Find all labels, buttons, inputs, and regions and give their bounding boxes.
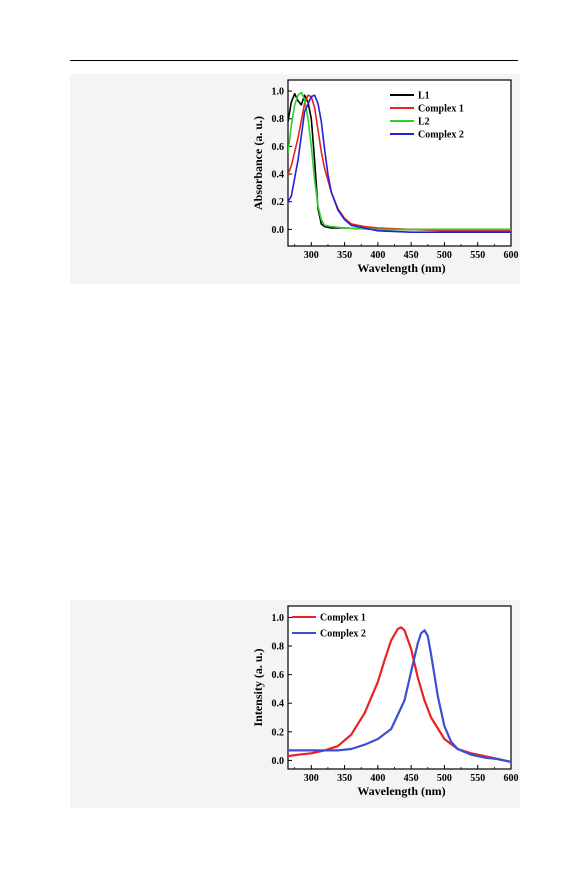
y-tick-label: 0.2 <box>272 197 285 208</box>
x-axis-label: Wavelength (nm) <box>357 261 445 275</box>
legend-label: Complex 2 <box>418 130 464 141</box>
y-tick-label: 1.0 <box>272 613 285 624</box>
x-tick-label: 500 <box>437 773 452 784</box>
y-tick-label: 0.4 <box>272 170 285 181</box>
x-tick-label: 450 <box>404 250 419 261</box>
x-axis-label: Wavelength (nm) <box>357 784 445 798</box>
y-tick-label: 0.8 <box>272 114 285 125</box>
legend-label: Complex 1 <box>320 613 366 624</box>
plot-frame <box>287 605 512 770</box>
legend-label: L2 <box>418 117 430 128</box>
x-tick-label: 450 <box>404 773 419 784</box>
x-tick-label: 300 <box>304 250 319 261</box>
header-rule <box>70 60 518 61</box>
legend-label: L1 <box>418 91 430 102</box>
legend-label: Complex 1 <box>418 104 464 115</box>
x-tick-label: 350 <box>337 773 352 784</box>
y-axis-label: Intensity (a. u.) <box>251 648 265 726</box>
series-line-complex-2 <box>288 629 511 763</box>
x-tick-label: 350 <box>337 250 352 261</box>
plot-frame <box>287 79 512 247</box>
x-tick-label: 500 <box>437 250 452 261</box>
y-axis-label: Absorbance (a. u.) <box>251 116 265 210</box>
y-tick-label: 0.8 <box>272 642 285 653</box>
x-tick-label: 400 <box>370 773 385 784</box>
series-line-complex-2 <box>288 94 511 233</box>
y-tick-label: 1.0 <box>272 87 285 98</box>
series-line-l2 <box>288 91 511 231</box>
y-tick-label: 0.2 <box>272 727 285 738</box>
x-tick-label: 550 <box>470 773 485 784</box>
y-tick-label: 0.6 <box>272 142 285 153</box>
x-tick-label: 300 <box>304 773 319 784</box>
y-tick-label: 0.6 <box>272 670 285 681</box>
legend-label: Complex 2 <box>320 629 366 640</box>
x-tick-label: 600 <box>504 250 519 261</box>
x-tick-label: 600 <box>504 773 519 784</box>
y-tick-label: 0.4 <box>272 699 285 710</box>
x-tick-label: 550 <box>470 250 485 261</box>
x-tick-label: 400 <box>370 250 385 261</box>
y-tick-label: 0.0 <box>272 756 285 767</box>
y-tick-label: 0.0 <box>272 225 285 236</box>
